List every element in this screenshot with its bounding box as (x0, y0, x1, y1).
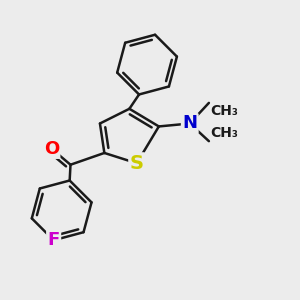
Text: CH₃: CH₃ (210, 104, 238, 118)
Text: CH₃: CH₃ (210, 126, 238, 140)
Text: F: F (47, 231, 60, 249)
Text: O: O (44, 140, 59, 158)
Text: S: S (130, 154, 144, 173)
Text: N: N (182, 115, 197, 133)
